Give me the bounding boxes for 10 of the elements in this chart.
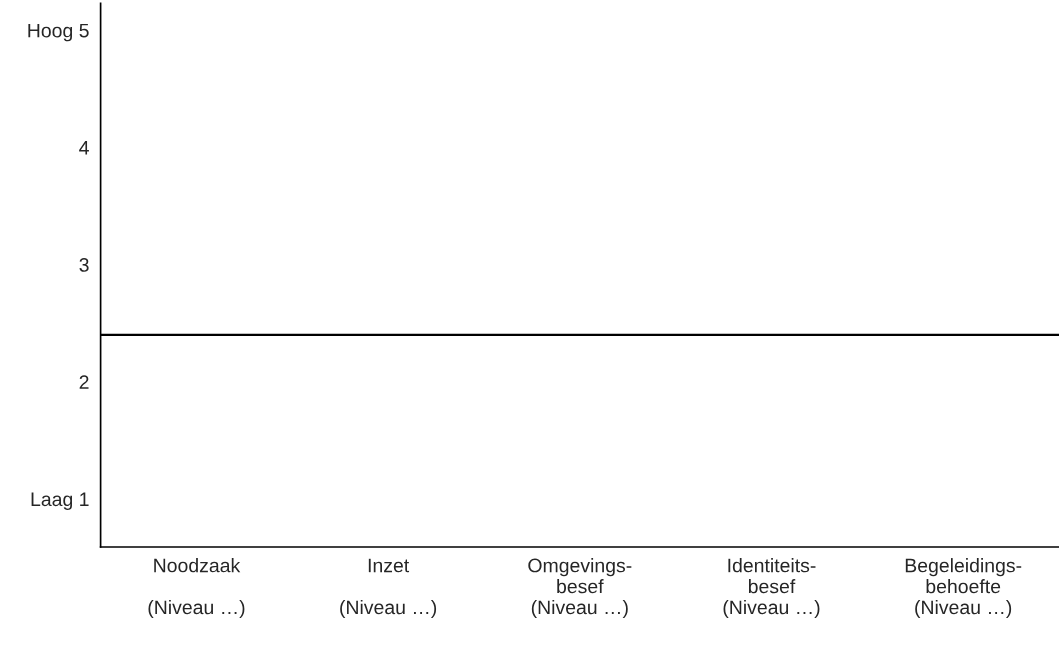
x-tick-label: Begeleidings- behoefte (Niveau …) — [905, 558, 1022, 619]
x-tick-label: Identiteits- besef (Niveau …) — [723, 558, 820, 619]
y-tick-label: 3 — [79, 258, 89, 272]
y-tick-label: Hoog 5 — [28, 23, 89, 42]
y-tick-label: 2 — [79, 375, 89, 389]
y-tick-label: 4 — [79, 141, 89, 155]
y-tick-label: Laag 1 — [31, 492, 89, 511]
x-tick-label: Omgevings- besef (Niveau …) — [528, 558, 632, 619]
category-label: Noodzaak (Niveau …) — [148, 558, 245, 619]
category-label: Inzet (Niveau …) — [340, 558, 437, 619]
